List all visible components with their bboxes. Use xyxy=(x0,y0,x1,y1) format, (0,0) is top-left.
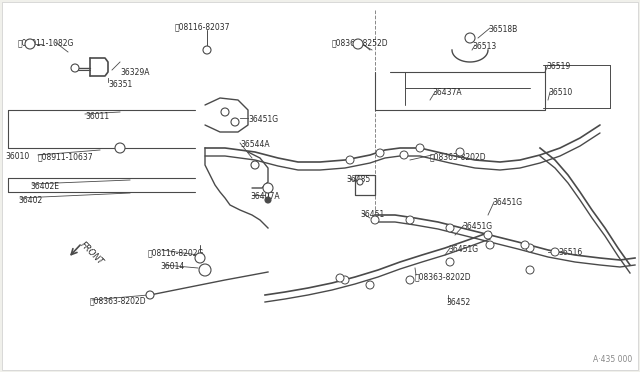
Text: 36351: 36351 xyxy=(108,80,132,89)
Text: FRONT: FRONT xyxy=(79,240,106,267)
Circle shape xyxy=(346,156,354,164)
Circle shape xyxy=(357,179,363,185)
Text: 36519: 36519 xyxy=(546,62,570,71)
Text: Ⓓ08116-82037: Ⓓ08116-82037 xyxy=(175,22,230,31)
Text: 36518B: 36518B xyxy=(488,25,517,34)
Text: ⓝ08911-1082G: ⓝ08911-1082G xyxy=(18,38,74,47)
Text: 36437A: 36437A xyxy=(432,88,461,97)
Circle shape xyxy=(551,248,559,256)
Circle shape xyxy=(203,46,211,54)
Text: 36451G: 36451G xyxy=(462,222,492,231)
Circle shape xyxy=(526,266,534,274)
Text: 36451G: 36451G xyxy=(492,198,522,207)
Circle shape xyxy=(400,151,408,159)
Circle shape xyxy=(416,144,424,152)
Circle shape xyxy=(199,264,211,276)
Text: 36407A: 36407A xyxy=(250,192,280,201)
Text: 36451G: 36451G xyxy=(248,115,278,124)
Text: 36451G: 36451G xyxy=(448,245,478,254)
Circle shape xyxy=(406,276,414,284)
Text: 36516: 36516 xyxy=(558,248,582,257)
Circle shape xyxy=(231,118,239,126)
Text: 36485: 36485 xyxy=(346,175,371,184)
Text: Ⓝ08363-8252D: Ⓝ08363-8252D xyxy=(332,38,388,47)
Circle shape xyxy=(25,39,35,49)
Circle shape xyxy=(251,161,259,169)
Circle shape xyxy=(446,258,454,266)
Text: Ⓝ08363-8202D: Ⓝ08363-8202D xyxy=(415,272,472,281)
Circle shape xyxy=(371,216,379,224)
Text: A·435 000: A·435 000 xyxy=(593,355,632,364)
Text: Ⓝ08363-8202D: Ⓝ08363-8202D xyxy=(90,296,147,305)
Circle shape xyxy=(71,64,79,72)
Text: 36544A: 36544A xyxy=(240,140,269,149)
Circle shape xyxy=(146,291,154,299)
Circle shape xyxy=(486,241,494,249)
Text: 36513: 36513 xyxy=(472,42,496,51)
Text: Ⓓ08116-8202G: Ⓓ08116-8202G xyxy=(148,248,204,257)
Text: 36452: 36452 xyxy=(446,298,470,307)
Text: Ⓝ08363-8202D: Ⓝ08363-8202D xyxy=(430,152,486,161)
Circle shape xyxy=(456,148,464,156)
Circle shape xyxy=(526,244,534,252)
Text: 36451: 36451 xyxy=(360,210,384,219)
Circle shape xyxy=(336,274,344,282)
Text: 36510: 36510 xyxy=(548,88,572,97)
Text: 36402E: 36402E xyxy=(30,182,59,191)
Circle shape xyxy=(406,216,414,224)
Text: 36329A: 36329A xyxy=(120,68,150,77)
Circle shape xyxy=(265,197,271,203)
Circle shape xyxy=(366,281,374,289)
Circle shape xyxy=(115,143,125,153)
Text: 36010: 36010 xyxy=(5,152,29,161)
Text: 36014: 36014 xyxy=(160,262,184,271)
Circle shape xyxy=(446,224,454,232)
Circle shape xyxy=(465,33,475,43)
Circle shape xyxy=(341,276,349,284)
Circle shape xyxy=(484,231,492,239)
Text: 36402: 36402 xyxy=(18,196,42,205)
Text: 36011: 36011 xyxy=(85,112,109,121)
Circle shape xyxy=(195,253,205,263)
Circle shape xyxy=(221,108,229,116)
Circle shape xyxy=(263,183,273,193)
Circle shape xyxy=(376,149,384,157)
Text: ⓝ08911-10637: ⓝ08911-10637 xyxy=(38,152,93,161)
Circle shape xyxy=(353,39,363,49)
Circle shape xyxy=(521,241,529,249)
